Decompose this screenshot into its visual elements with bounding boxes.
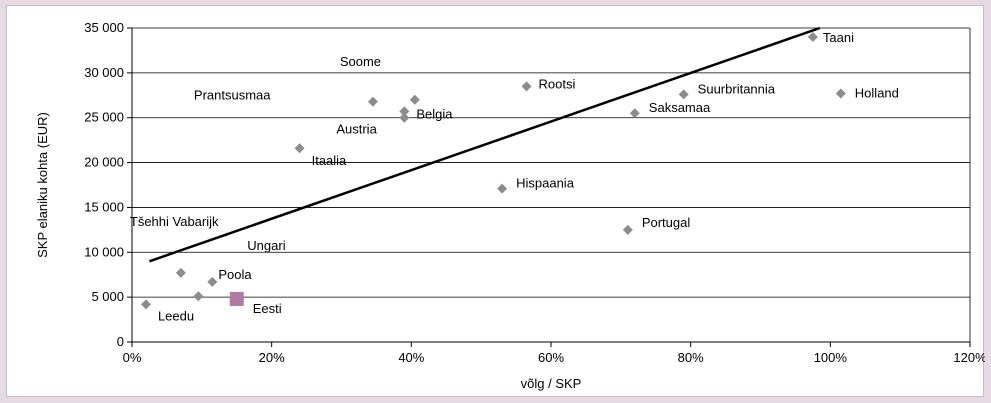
point-label: Soome — [340, 54, 381, 69]
y-tick-label: 0 — [117, 334, 124, 349]
data-point — [193, 291, 204, 302]
tick-labels: 0 5 000 10 000 15 000 20 000 25 000 30 000 35 0… — [84, 20, 985, 365]
point-label: Holland — [855, 85, 899, 100]
y-axis-title: SKP elaniku kohta (EUR) — [35, 112, 50, 258]
point-label: Poola — [218, 267, 252, 282]
point-label: Ungari — [247, 238, 285, 253]
data-point — [521, 81, 532, 92]
trendline — [149, 26, 821, 263]
data-point — [399, 112, 410, 123]
point-label: Eesti — [253, 301, 282, 316]
data-points — [140, 31, 846, 310]
y-tick-label: 25 000 — [84, 110, 124, 125]
data-point — [629, 108, 640, 119]
point-label: Leedu — [158, 308, 194, 323]
point-label: Rootsi — [539, 76, 576, 91]
data-point — [399, 106, 410, 117]
y-tick-label: 35 000 — [84, 20, 124, 35]
data-point — [409, 94, 420, 105]
data-point — [140, 299, 151, 310]
y-tick-label: 20 000 — [84, 155, 124, 170]
data-point — [207, 276, 218, 287]
data-point-eesti — [229, 291, 244, 306]
point-label: Belgia — [416, 106, 453, 121]
point-label: Taani — [823, 30, 854, 45]
data-point — [678, 89, 689, 100]
data-point — [622, 224, 633, 235]
trendline-layer — [149, 26, 821, 263]
y-tick-label: 10 000 — [84, 244, 124, 259]
point-label: Tšehhi Vabarijk — [130, 214, 219, 229]
point-label: Austria — [336, 122, 377, 137]
scatter-chart: 0 5 000 10 000 15 000 20 000 25 000 30 000 35 0… — [35, 20, 985, 391]
chart-frame: 0 5 000 10 000 15 000 20 000 25 000 30 000 35 0… — [6, 5, 985, 397]
x-tick-label: 0% — [123, 350, 142, 365]
data-point — [835, 88, 846, 99]
gridlines — [132, 27, 970, 298]
point-label: Itaalia — [312, 153, 347, 168]
data-point — [497, 183, 508, 194]
point-label: Suurbritannia — [698, 81, 776, 96]
x-tick-label: 20% — [259, 350, 285, 365]
y-tick-label: 15 000 — [84, 199, 124, 214]
data-point — [367, 96, 378, 107]
y-tick-label: 5 000 — [91, 289, 124, 304]
point-labels: Taani Holland Suurbritannia Saksamaa Rootsi S… — [130, 30, 899, 323]
x-tick-label: 80% — [678, 350, 704, 365]
data-point — [175, 267, 186, 278]
point-label: Hispaania — [516, 176, 575, 191]
x-axis-title: võlg / SKP — [521, 376, 582, 391]
x-tick-label: 120% — [953, 350, 985, 365]
point-label: Portugal — [642, 215, 691, 230]
axes — [127, 27, 971, 347]
x-tick-label: 60% — [538, 350, 564, 365]
y-tick-label: 30 000 — [84, 65, 124, 80]
data-point — [807, 31, 818, 42]
x-tick-label: 100% — [814, 350, 848, 365]
point-label: Prantsusmaa — [194, 88, 271, 103]
point-label: Saksamaa — [649, 100, 711, 115]
data-point — [294, 143, 305, 154]
x-tick-label: 40% — [398, 350, 424, 365]
